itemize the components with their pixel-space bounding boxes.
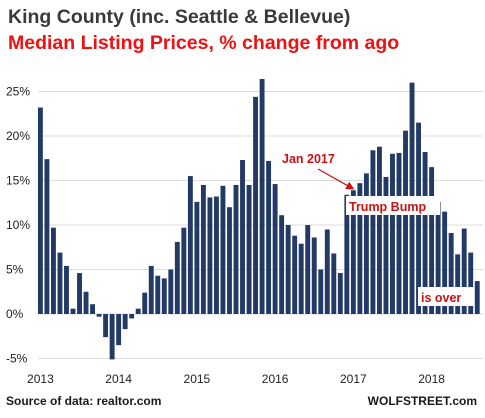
bar: [37, 107, 43, 315]
bar: [200, 184, 206, 314]
bar: [103, 314, 109, 338]
bar: [357, 183, 363, 314]
bar: [363, 173, 369, 314]
bar: [279, 215, 285, 314]
bar: [324, 229, 330, 314]
y-tick-label: 15%: [6, 174, 30, 188]
bar: [318, 269, 324, 314]
bar: [331, 253, 337, 314]
annotation-jan-2017: Jan 2017: [282, 152, 335, 166]
bar: [435, 201, 441, 314]
bar: [429, 167, 435, 314]
bars: [37, 79, 480, 360]
x-axis-ticks: 2013 2014 2015 2016 2017 2018: [27, 372, 445, 386]
bar: [187, 176, 193, 314]
bar: [311, 237, 317, 314]
bar: [376, 146, 382, 314]
x-tick-label: 2018: [418, 372, 445, 386]
bar: [292, 235, 298, 314]
bar: [461, 228, 467, 314]
x-tick-label: 2015: [184, 372, 211, 386]
y-tick-label: 20%: [6, 129, 30, 143]
bar: [455, 254, 461, 314]
x-tick-label: 2014: [105, 372, 132, 386]
bar: [57, 252, 63, 314]
bar: [383, 176, 389, 314]
bar: [122, 314, 128, 330]
annotation-trump-bump: Trump Bump: [349, 200, 426, 214]
bar: [213, 196, 219, 314]
bar: [168, 269, 174, 314]
bar: [305, 225, 311, 314]
bar: [253, 96, 259, 314]
bar: [416, 122, 422, 315]
annotation-is-over: is over: [421, 291, 461, 305]
bar: [390, 153, 395, 314]
bar: [181, 227, 187, 314]
source-note: Source of data: realtor.com: [6, 394, 162, 408]
y-tick-label: 10%: [6, 218, 30, 232]
y-tick-label: 5%: [6, 263, 24, 277]
bar: [246, 184, 252, 314]
bar: [344, 194, 350, 314]
wolfstreet-brand: WOLFSTREET.com: [367, 394, 477, 408]
bar: [422, 152, 428, 314]
chart-subtitle: Median Listing Prices, % change from ago: [8, 32, 400, 54]
bar: [116, 314, 122, 346]
annotation-background: [346, 196, 440, 215]
bar: [50, 227, 56, 314]
annotations: Jan 2017 Trump Bump is over: [282, 152, 474, 306]
bar: [272, 184, 278, 314]
bar: [96, 314, 102, 317]
bar: [70, 308, 76, 314]
bar: [468, 252, 474, 314]
bar: [350, 190, 356, 314]
bar: [207, 197, 213, 314]
bar: [194, 201, 200, 314]
bar: [155, 275, 161, 314]
bar: [77, 273, 82, 314]
bar: [220, 185, 226, 314]
x-tick-label: 2016: [262, 372, 289, 386]
bar: [135, 308, 141, 314]
y-tick-label: 0%: [6, 307, 24, 321]
bar: [174, 241, 180, 314]
annotation-background: [418, 287, 474, 306]
chart-title: King County (inc. Seattle & Bellevue): [8, 6, 351, 28]
bar: [266, 160, 272, 314]
bar: [161, 278, 167, 314]
annotation-arrow: [317, 168, 355, 190]
bar: [442, 211, 448, 314]
bar: [44, 159, 50, 314]
bar: [285, 225, 291, 314]
bar: [403, 130, 408, 314]
bar: [233, 184, 239, 314]
x-tick-label: 2013: [27, 372, 54, 386]
bar: [109, 314, 115, 360]
bar: [337, 273, 343, 314]
bar: [227, 207, 232, 314]
bar: [64, 265, 69, 314]
bar: [298, 243, 304, 314]
x-tick-label: 2017: [340, 372, 367, 386]
bar: [129, 314, 135, 319]
bar: [142, 292, 148, 314]
bar: [259, 79, 265, 314]
bar: [240, 160, 245, 314]
bar: [90, 304, 96, 314]
y-tick-label: -5%: [6, 352, 28, 366]
bar: [83, 291, 89, 314]
bar: [370, 150, 376, 314]
bar: [396, 152, 402, 314]
y-axis-ticks: -5% 0% 5% 10% 15% 20% 25%: [6, 85, 30, 366]
y-tick-label: 25%: [6, 85, 30, 99]
bar: [474, 281, 480, 314]
bar: [148, 265, 154, 314]
bar: [448, 233, 454, 314]
